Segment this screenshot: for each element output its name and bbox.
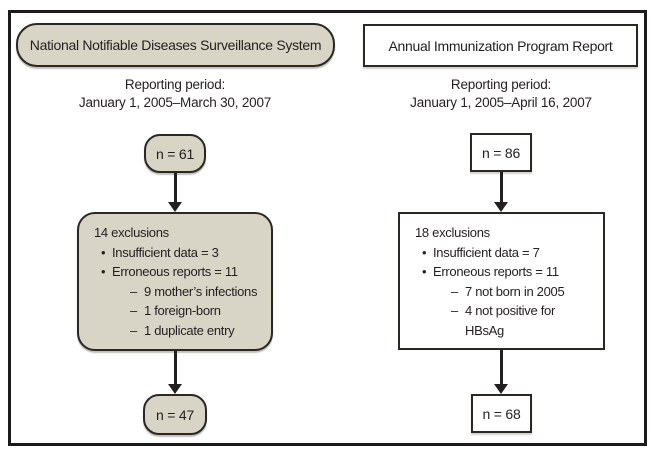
figure-frame [8,10,647,446]
arrow-head [168,202,182,212]
exclusion-subitem: – 1 duplicate entry [94,321,263,341]
left-initial-count-label: n = 61 [155,145,195,162]
right-exclusions-title: 18 exclusions [415,225,490,240]
dash-marker: – [130,303,137,318]
dash-marker: – [451,303,458,318]
arrow-down-icon [168,351,182,394]
right-initial-count-label: n = 86 [481,144,521,161]
exclusion-item-text: Insufficient data = 3 [112,244,219,260]
exclusion-item-text: Erroneous reports = 11 [433,264,559,279]
arrow-head [168,384,182,394]
right-final-count-box: n = 68 [471,394,532,433]
right-initial-count-box: n = 86 [470,133,532,172]
dash-marker: – [130,283,137,299]
dash-marker: – [451,283,458,299]
dash-marker: – [130,322,137,338]
bullet-marker: • [422,264,427,279]
exclusion-item-text: Insufficient data = 7 [433,244,540,260]
left-final-count-label: n = 47 [155,406,195,423]
right-reporting-period-range: January 1, 2005–April 16, 2007 [410,95,592,110]
right-reporting-period-label: Reporting period: [450,77,552,92]
bullet-marker: • [101,244,106,260]
arrow-shaft [499,350,503,384]
arrow-down-icon [494,350,508,394]
bullet-marker: • [422,244,427,260]
right-system-box: Annual Immunization Program Report [363,24,638,67]
right-reporting-period: Reporting period: January 1, 2005–April … [351,76,651,112]
bullet-marker: • [101,264,106,279]
exclusion-item-text: 1 foreign-born [144,303,221,318]
exclusion-subitem: – 4 not positive for HBsAg [415,301,595,340]
arrow-down-icon [494,172,508,212]
left-final-count-box: n = 47 [143,394,207,435]
right-final-count-label: n = 68 [482,405,521,422]
exclusion-item-text: Erroneous reports = 11 [112,264,238,279]
exclusion-subitem: – 7 not born in 2005 [415,282,595,302]
left-reporting-period-range: January 1, 2005–March 30, 2007 [78,95,272,110]
arrow-down-icon [168,173,182,212]
arrow-shaft [173,351,177,384]
left-system-box: National Notifiable Diseases Surveillanc… [16,23,335,67]
left-exclusions-box: 14 exclusions • Insufficient data = 3 • … [77,212,273,351]
arrow-head [494,202,508,212]
left-exclusions-title: 14 exclusions [94,225,169,240]
right-exclusions-box: 18 exclusions • Insufficient data = 7 • … [398,212,605,350]
arrow-shaft [499,172,503,202]
exclusion-item-text: 9 mother’s infections [144,283,258,299]
exclusion-item-text: 7 not born in 2005 [465,283,565,299]
left-reporting-period-label: Reporting period: [124,77,226,92]
exclusion-item: • Insufficient data = 3 [94,243,263,263]
exclusion-subitem: – 1 foreign-born [94,301,263,321]
exclusion-item-text: 4 not positive for HBsAg [465,303,555,338]
arrow-head [494,384,508,394]
exclusion-item: • Erroneous reports = 11 [415,262,595,282]
right-system-label: Annual Immunization Program Report [388,37,613,54]
exclusion-item: • Erroneous reports = 11 [94,262,263,282]
left-reporting-period: Reporting period: January 1, 2005–March … [25,76,325,112]
exclusion-item: • Insufficient data = 7 [415,243,595,263]
left-initial-count-box: n = 61 [144,134,206,173]
exclusion-subitem: – 9 mother’s infections [94,282,263,302]
arrow-shaft [173,173,177,202]
left-system-label: National Notifiable Diseases Surveillanc… [29,37,322,53]
exclusion-item-text: 1 duplicate entry [144,322,235,338]
